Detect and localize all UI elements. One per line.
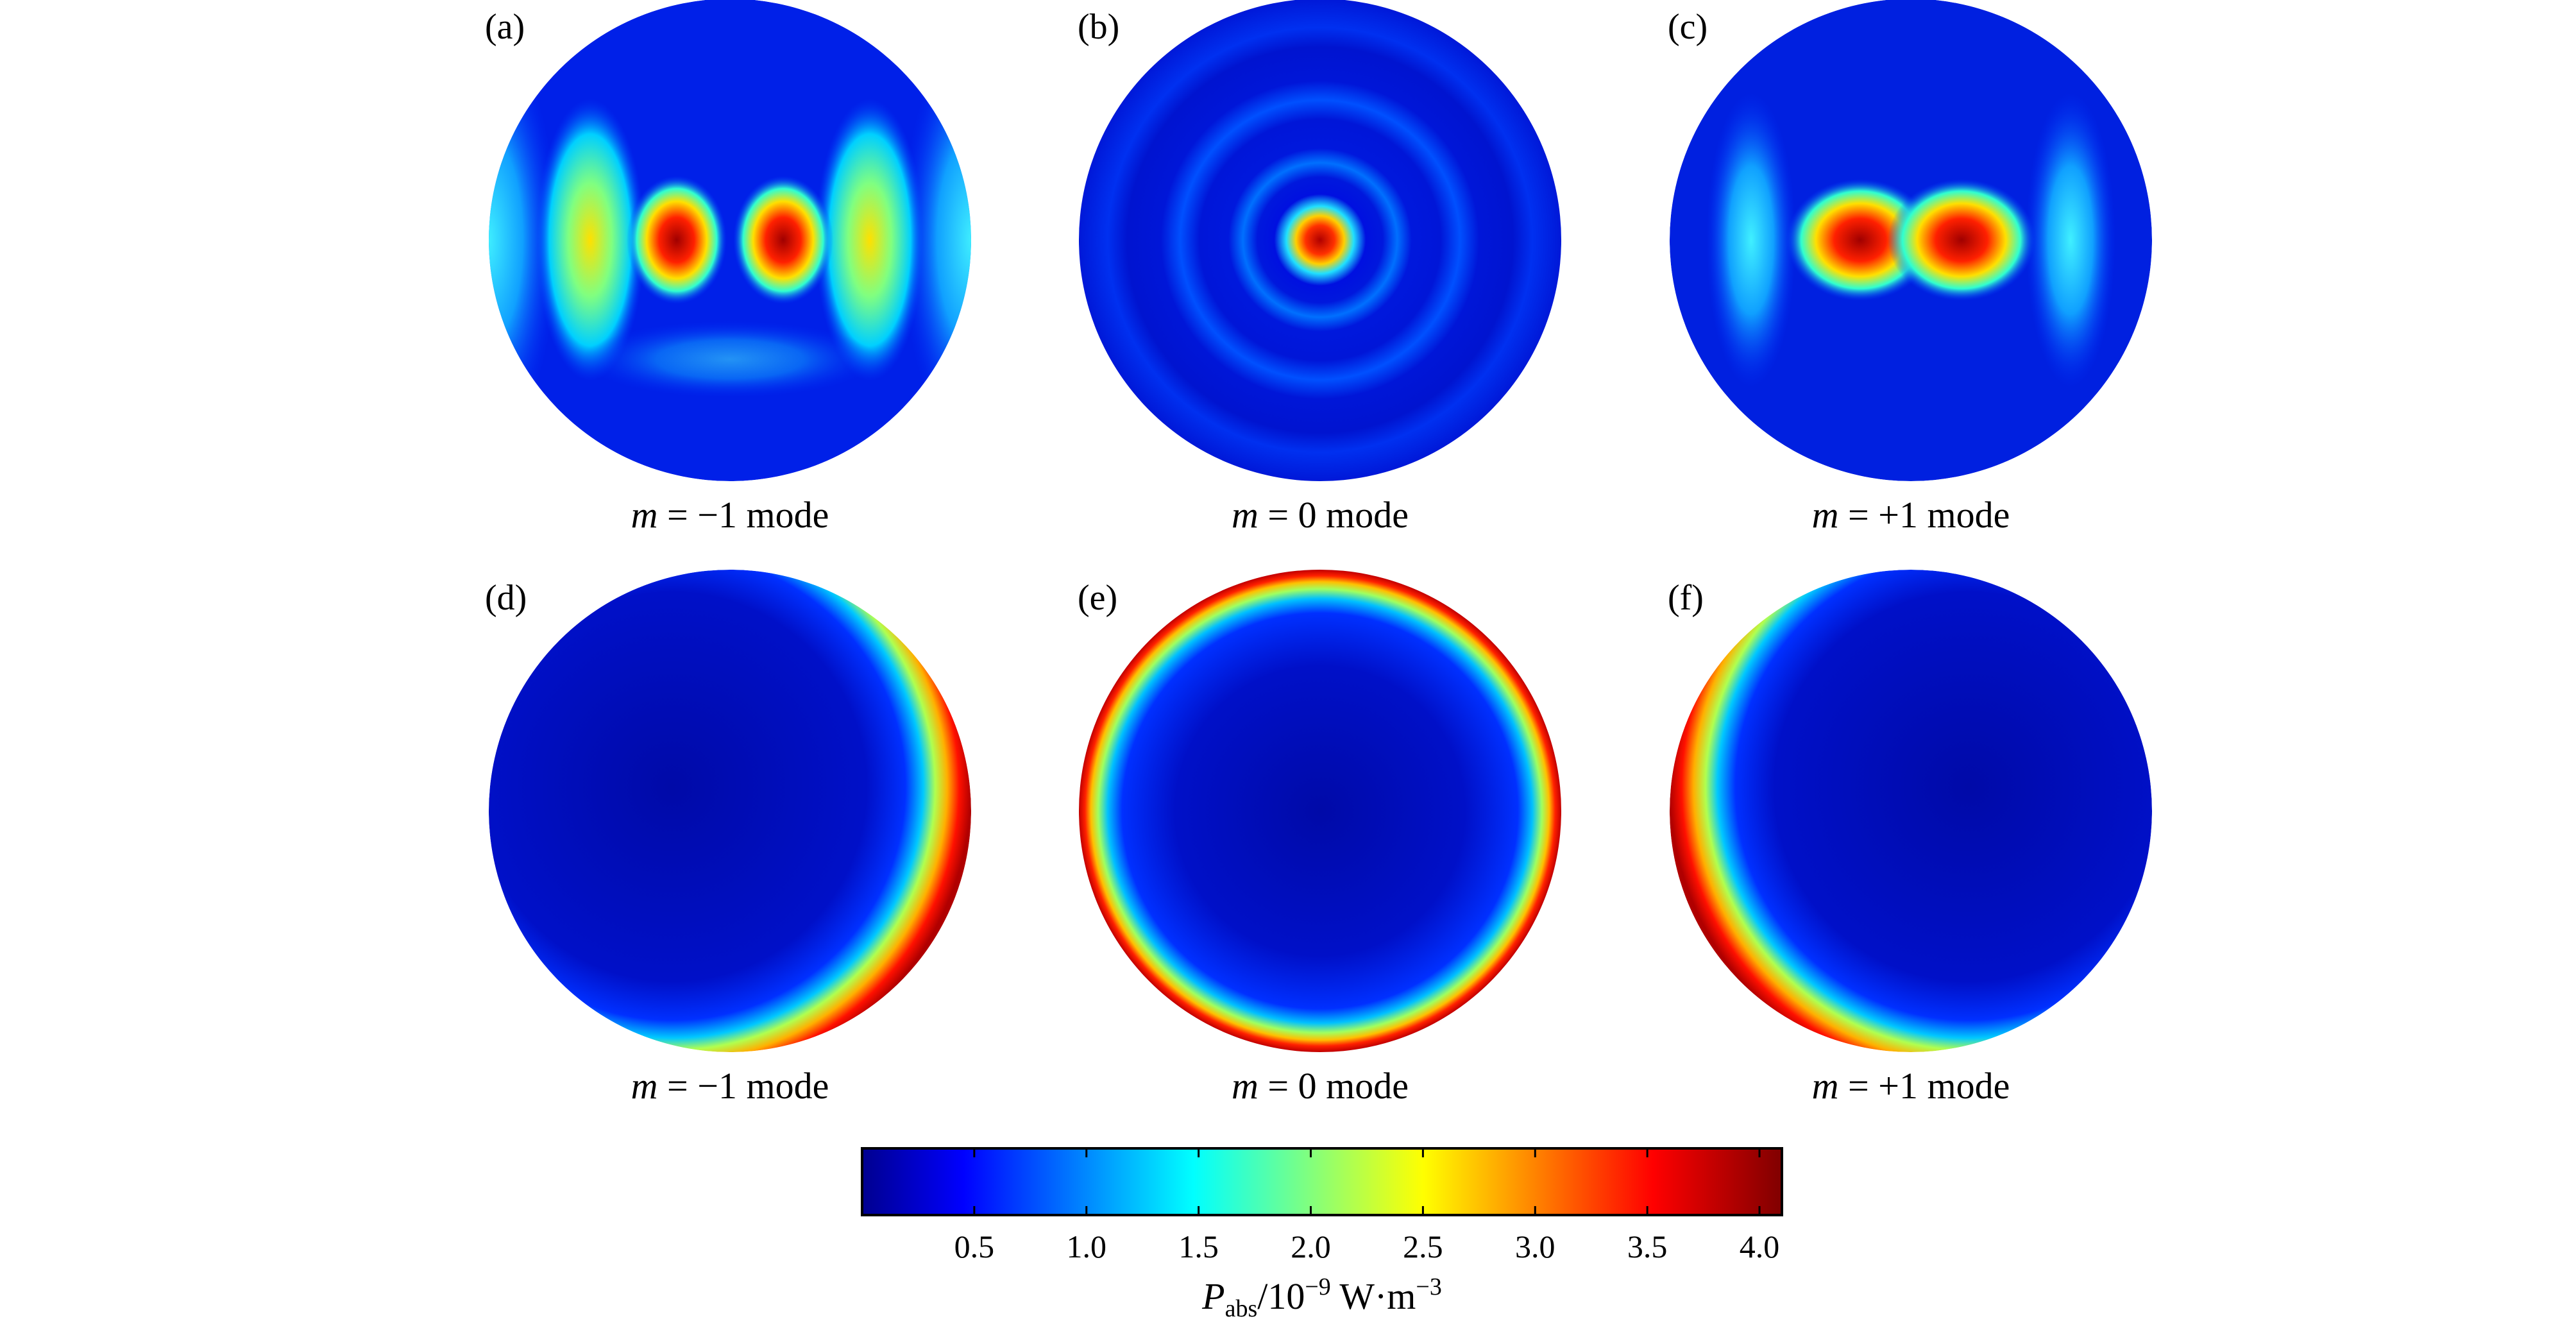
panel-label-b: (b): [1078, 7, 1119, 47]
panel-d: (d) m = −1 mode: [485, 570, 971, 1107]
colorbar-ticks: 0.5 1.0 1.5 2.0 2.5 3.0 3.5 4.0: [954, 1148, 1780, 1264]
colorbar-label: Pabs/10−9 W·m−3: [1201, 1273, 1442, 1319]
field-map-f: [1670, 570, 2152, 1052]
mode-caption-f: m = +1 mode: [1812, 1065, 2010, 1107]
colorbar-tick-label: 3.0: [1515, 1229, 1555, 1264]
mode-caption-a: m = −1 mode: [631, 494, 829, 536]
panel-label-a: (a): [485, 7, 525, 47]
panel-e: (e) m = 0 mode: [1078, 570, 1561, 1107]
panel-c: (c) m = +1 mode: [1668, 0, 2152, 536]
field-map-c: [1670, 0, 2152, 481]
colorbar: 0.5 1.0 1.5 2.0 2.5 3.0 3.5 4.0 Pabs/10−9 W·m−3: [861, 1147, 1783, 1319]
colorbar-tick-label: 2.0: [1291, 1229, 1331, 1264]
panel-label-d: (d): [485, 578, 527, 618]
colorbar-tick-label: 1.5: [1178, 1229, 1219, 1264]
panel-a: (a) m = −1 mode: [485, 0, 971, 536]
field-map-a: [489, 0, 971, 481]
mode-caption-c: m = +1 mode: [1812, 494, 2010, 536]
colorbar-tick-label: 2.5: [1403, 1229, 1443, 1264]
panel-label-c: (c): [1668, 7, 1707, 47]
field-map-e: [1079, 570, 1561, 1052]
panel-b: (b) m = 0 mode: [1078, 0, 1561, 536]
colorbar-gradient: [861, 1147, 1783, 1216]
panel-label-f: (f): [1668, 578, 1704, 618]
field-map-b: [1079, 0, 1561, 481]
colorbar-tick-label: 0.5: [954, 1229, 995, 1264]
mode-caption-b: m = 0 mode: [1232, 494, 1409, 536]
panel-f: (f) m = +1 mode: [1668, 570, 2152, 1107]
panel-label-e: (e): [1078, 578, 1117, 618]
colorbar-tick-label: 1.0: [1067, 1229, 1107, 1264]
colorbar-tick-label: 3.5: [1627, 1229, 1668, 1264]
colorbar-tick-label: 4.0: [1740, 1229, 1780, 1264]
mode-caption-d: m = −1 mode: [631, 1065, 829, 1107]
field-map-d: [489, 570, 971, 1052]
mode-caption-e: m = 0 mode: [1232, 1065, 1409, 1107]
